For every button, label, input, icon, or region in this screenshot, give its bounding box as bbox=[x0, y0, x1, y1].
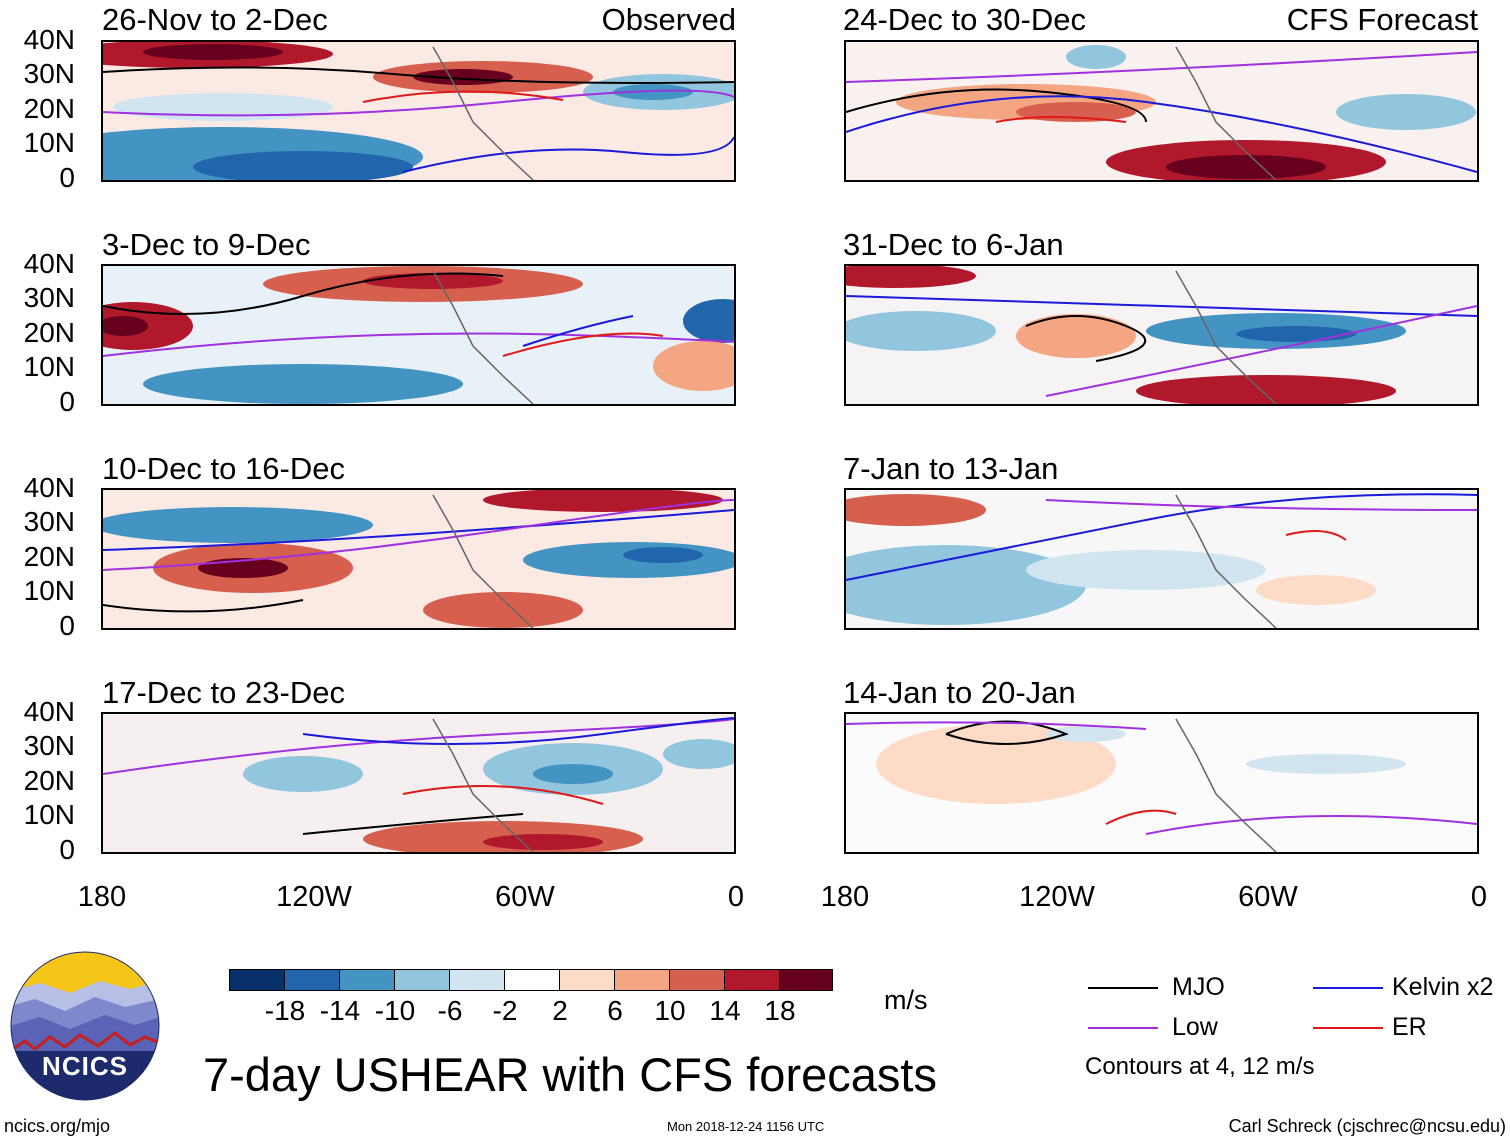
colorbar-swatch bbox=[394, 969, 450, 991]
colorbar-swatch bbox=[449, 969, 505, 991]
colorbar-swatch bbox=[339, 969, 395, 991]
y-tick-label: 30N bbox=[23, 506, 75, 537]
colorbar-label: 6 bbox=[607, 995, 623, 1026]
colorbar-swatch bbox=[614, 969, 670, 991]
shear-map bbox=[844, 488, 1479, 630]
x-tick-label: 180 bbox=[820, 881, 870, 913]
y-tick-label: 0 bbox=[59, 162, 75, 193]
y-tick-label: 0 bbox=[59, 834, 75, 865]
panel-title: 10-Dec to 16-Dec bbox=[102, 451, 345, 486]
y-tick-label: 0 bbox=[59, 610, 75, 641]
y-tick-label: 30N bbox=[23, 282, 75, 313]
panel-title: 17-Dec to 23-Dec bbox=[102, 675, 345, 710]
y-tick-label: 40N bbox=[23, 696, 75, 727]
colorbar-label: -14 bbox=[319, 995, 361, 1026]
footer-link[interactable]: ncics.org/mjo bbox=[4, 1116, 111, 1136]
panel-title: 31-Dec to 6-Jan bbox=[843, 227, 1064, 262]
panel-tag: CFS Forecast bbox=[1286, 2, 1478, 37]
x-tick-label: 120W bbox=[1019, 881, 1095, 913]
panel-title: 24-Dec to 30-Dec bbox=[843, 2, 1086, 37]
colorbar-label: -18 bbox=[264, 995, 306, 1026]
y-tick-label: 20N bbox=[23, 765, 75, 796]
shear-map bbox=[101, 40, 736, 182]
x-tick-label: 60W bbox=[495, 881, 555, 913]
shear-map bbox=[844, 264, 1479, 406]
x-tick-label: 120W bbox=[276, 881, 352, 913]
ncics-logo: NCICS bbox=[10, 951, 160, 1101]
legend-label: MJO bbox=[1172, 973, 1225, 1001]
x-tick-label: 0 bbox=[727, 881, 745, 913]
legend-note: Contours at 4, 12 m/s bbox=[1085, 1053, 1315, 1080]
y-tick-label: 30N bbox=[23, 730, 75, 761]
y-tick-label: 40N bbox=[23, 24, 75, 55]
colorbar-label: 14 bbox=[709, 995, 741, 1026]
y-tick-label: 10N bbox=[23, 575, 75, 606]
y-tick-label: 10N bbox=[23, 127, 75, 158]
main-title: 7-day USHEAR with CFS forecasts bbox=[203, 1048, 937, 1101]
colorbar-units: m/s bbox=[884, 985, 928, 1015]
y-tick-label: 40N bbox=[23, 248, 75, 279]
x-tick-label: 180 bbox=[77, 881, 127, 913]
y-tick-label: 20N bbox=[23, 541, 75, 572]
y-tick-label: 10N bbox=[23, 351, 75, 382]
colorbar-swatch bbox=[284, 969, 340, 991]
y-tick-label: 10N bbox=[23, 799, 75, 830]
panel-title: 26-Nov to 2-Dec bbox=[102, 2, 328, 37]
x-tick-label: 0 bbox=[1470, 881, 1488, 913]
shear-map bbox=[844, 712, 1479, 854]
y-tick-label: 20N bbox=[23, 317, 75, 348]
y-tick-label: 30N bbox=[23, 58, 75, 89]
colorbar-swatch bbox=[559, 969, 615, 991]
colorbar-label: 2 bbox=[552, 995, 568, 1026]
panel-tag: Observed bbox=[601, 2, 736, 37]
shear-map bbox=[844, 40, 1479, 182]
shear-map bbox=[101, 264, 736, 406]
panel-title: 7-Jan to 13-Jan bbox=[843, 451, 1059, 486]
shear-map bbox=[101, 712, 736, 854]
footer-author: Carl Schreck (cjschrec@ncsu.edu) bbox=[1228, 1116, 1506, 1136]
colorbar-label: -6 bbox=[437, 995, 463, 1026]
legend-swatch-kelvin bbox=[1313, 987, 1383, 989]
x-tick-label: 60W bbox=[1238, 881, 1298, 913]
legend-label: Low bbox=[1172, 1013, 1218, 1041]
y-tick-label: 40N bbox=[23, 472, 75, 503]
colorbar-swatch bbox=[504, 969, 560, 991]
colorbar-label: 18 bbox=[764, 995, 796, 1026]
legend-swatch-low bbox=[1088, 1027, 1158, 1029]
y-tick-label: 0 bbox=[59, 386, 75, 417]
shear-map bbox=[101, 488, 736, 630]
legend-label: ER bbox=[1392, 1013, 1427, 1041]
colorbar-swatch bbox=[724, 969, 780, 991]
colorbar-label: -10 bbox=[374, 995, 416, 1026]
colorbar-label: -2 bbox=[492, 995, 518, 1026]
colorbar-swatch bbox=[669, 969, 725, 991]
colorbar-swatch bbox=[779, 969, 833, 991]
logo-text: NCICS bbox=[42, 1051, 128, 1081]
colorbar-swatch bbox=[229, 969, 285, 991]
colorbar-label: 10 bbox=[654, 995, 686, 1026]
footer-timestamp: Mon 2018-12-24 1156 UTC bbox=[667, 1119, 825, 1134]
legend-swatch-er bbox=[1313, 1027, 1383, 1029]
panel-title: 3-Dec to 9-Dec bbox=[102, 227, 311, 262]
legend-label: Kelvin x2 bbox=[1392, 973, 1494, 1001]
y-tick-label: 20N bbox=[23, 93, 75, 124]
panel-title: 14-Jan to 20-Jan bbox=[843, 675, 1076, 710]
legend-swatch-mjo bbox=[1088, 987, 1158, 989]
colorbar bbox=[229, 969, 833, 993]
